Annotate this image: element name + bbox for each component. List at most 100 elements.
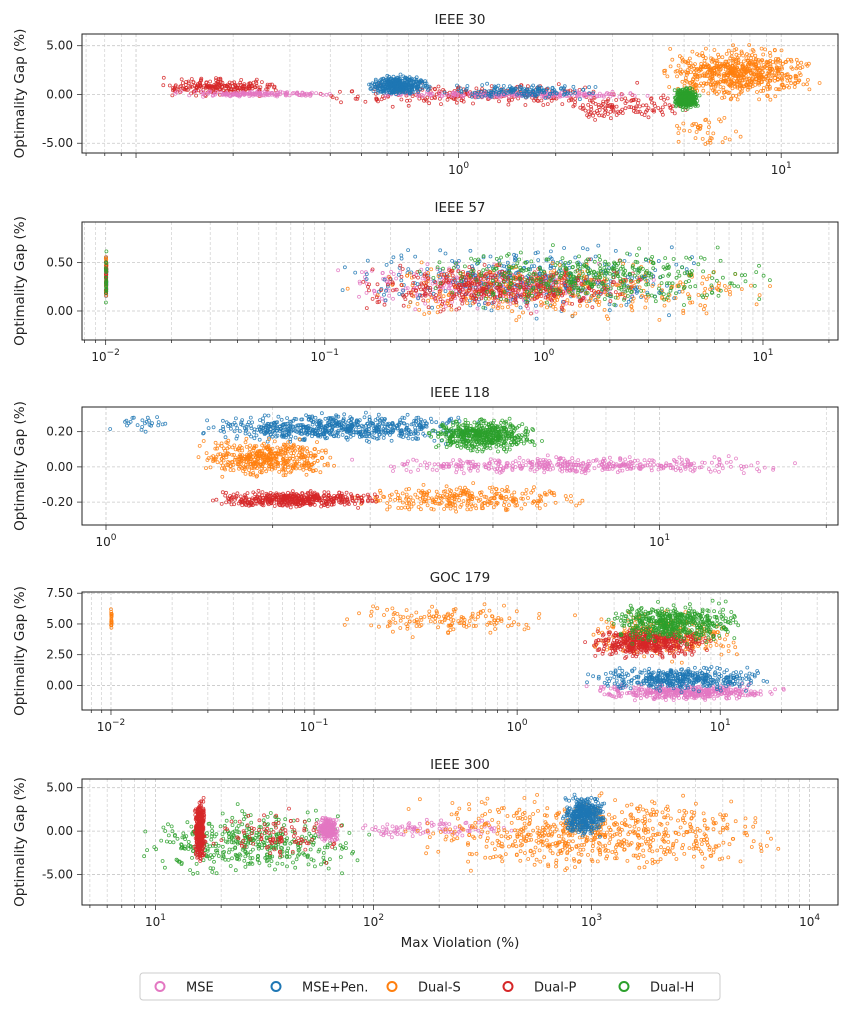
- scatter-point: [275, 90, 280, 95]
- scatter-point: [736, 284, 740, 289]
- scatter-point: [215, 81, 220, 86]
- scatter-point: [674, 262, 679, 267]
- scatter-point: [583, 108, 588, 113]
- scatter-point: [426, 305, 431, 310]
- scatter-point: [468, 303, 473, 308]
- scatter-point: [441, 294, 446, 299]
- scatter-point: [591, 113, 595, 118]
- scatter-point: [385, 73, 390, 78]
- scatter-point: [662, 303, 667, 308]
- scatter-point: [419, 267, 424, 272]
- scatter-point: [427, 91, 432, 96]
- scatter-point: [506, 94, 511, 99]
- scatter-point: [671, 257, 676, 261]
- scatter-point: [314, 91, 319, 95]
- scatter-point: [631, 98, 636, 102]
- scatter-point: [807, 87, 812, 92]
- scatter-point: [433, 87, 437, 92]
- scatter-point: [716, 293, 721, 298]
- scatter-point: [551, 304, 555, 309]
- scatter-point: [609, 116, 613, 121]
- scatter-point: [353, 270, 358, 275]
- scatter-point: [743, 273, 747, 277]
- subplot-title: IEEE 30: [434, 12, 485, 28]
- scatter-point: [270, 82, 274, 87]
- scatter-point: [704, 311, 709, 316]
- scatter-point: [596, 243, 601, 248]
- scatter-point: [482, 262, 487, 267]
- scatter-point: [404, 468, 409, 472]
- scatter-point: [262, 89, 267, 94]
- scatter-point: [529, 311, 533, 316]
- series-dual-h: [103, 243, 772, 310]
- scatter-point: [589, 107, 594, 111]
- scatter-point: [499, 255, 503, 260]
- scatter-point: [425, 262, 430, 267]
- scatter-point: [610, 104, 615, 109]
- scatter-point: [231, 91, 236, 96]
- scatter-point: [684, 280, 688, 285]
- scatter-point: [662, 97, 666, 102]
- scatter-point: [614, 98, 619, 102]
- scatter-point: [399, 278, 404, 283]
- scatter-point: [438, 309, 443, 314]
- scatter-point: [445, 97, 450, 102]
- scatter-point: [702, 290, 707, 295]
- scatter-point: [707, 273, 712, 278]
- scatter-point: [238, 93, 242, 97]
- scatter-point: [370, 296, 375, 301]
- scatter-point: [252, 91, 257, 96]
- scatter-point: [559, 90, 564, 95]
- series-dual-p: [161, 75, 688, 122]
- scatter-point: [633, 273, 637, 278]
- series-mse: [350, 453, 797, 476]
- scatter-point: [632, 109, 636, 113]
- scatter-point: [242, 82, 247, 87]
- scatter-point: [449, 307, 454, 312]
- scatter-point: [678, 280, 683, 285]
- scatter-point: [768, 97, 773, 102]
- scatter-point: [295, 91, 300, 96]
- scatter-point: [681, 121, 686, 126]
- scatter-point: [334, 96, 339, 101]
- scatter-point: [438, 90, 442, 95]
- scatter-point: [269, 91, 274, 95]
- scatter-point: [715, 278, 719, 283]
- scatter-point: [500, 305, 505, 310]
- scatter-point: [750, 53, 755, 57]
- scatter-point: [565, 298, 570, 303]
- scatter-point: [738, 134, 743, 139]
- scatter-point: [607, 302, 612, 307]
- scatter-point: [597, 254, 602, 258]
- scatter-point: [324, 92, 329, 97]
- scatter-point: [571, 104, 576, 109]
- scatter-point: [469, 256, 474, 261]
- scatter-point: [303, 93, 308, 98]
- scatter-point: [214, 76, 218, 80]
- scatter-point: [517, 455, 522, 460]
- scatter-point: [592, 110, 597, 115]
- scatter-point: [593, 85, 598, 89]
- scatter-point: [383, 94, 388, 99]
- data-points: [108, 410, 797, 514]
- scatter-point: [238, 85, 242, 90]
- scatter-point: [657, 286, 661, 291]
- scatter-point: [465, 301, 469, 306]
- scatter-point: [573, 255, 578, 260]
- scatter-point: [721, 275, 725, 280]
- scatter-point: [632, 93, 637, 98]
- scatter-point: [623, 457, 627, 462]
- scatter-point: [406, 103, 411, 108]
- scatter-point: [468, 248, 473, 253]
- scatter-point: [684, 255, 689, 260]
- x-tick-label: 100: [448, 161, 469, 177]
- scatter-point: [668, 64, 673, 69]
- scatter-point: [508, 301, 513, 306]
- scatter-point: [635, 80, 640, 85]
- scatter-point: [601, 99, 606, 104]
- scatter-point: [536, 258, 541, 263]
- scatter-point: [438, 248, 443, 253]
- scatter-point: [357, 294, 361, 299]
- x-tick-label: 101: [771, 161, 792, 177]
